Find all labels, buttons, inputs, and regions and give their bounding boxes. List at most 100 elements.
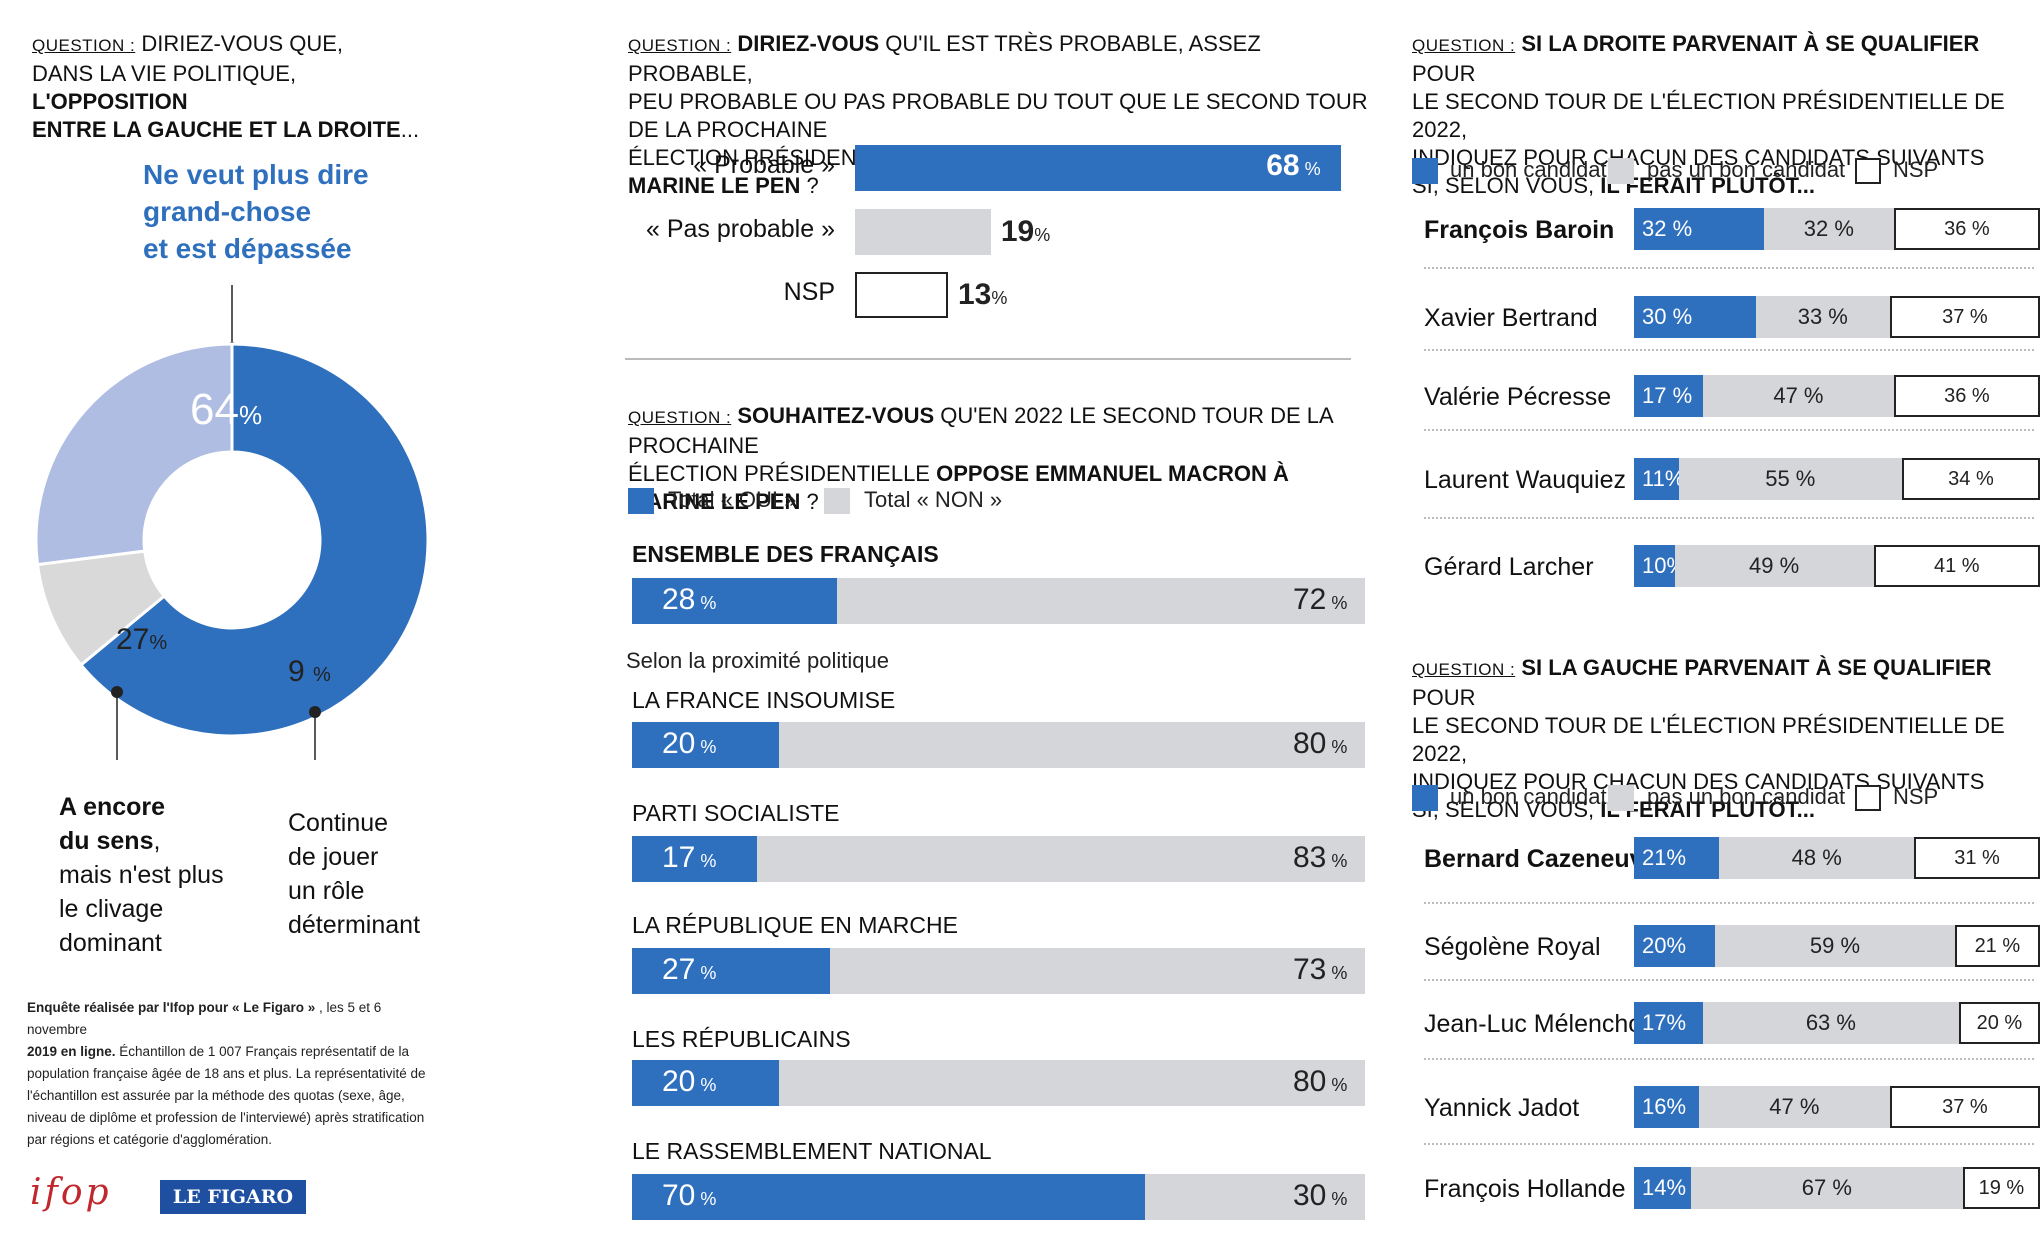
q5-part: INDIQUEZ POUR CHACUN DES CANDIDATS SUIVA…: [1412, 769, 1985, 794]
candidate-name: François Baroin: [1424, 216, 1615, 244]
donut-chart: [34, 285, 430, 760]
donut-slice: [34, 342, 234, 567]
bar-non: [778, 722, 1365, 768]
row-separator: [1424, 902, 2034, 904]
bar-category-label: LE RASSEMBLEMENT NATIONAL: [632, 1138, 992, 1164]
bar-value-label: 83 %: [1293, 841, 1347, 875]
figaro-logo: LE FIGARO: [160, 1180, 306, 1214]
bar-oui: [632, 948, 830, 994]
bar-unit: %: [1299, 159, 1321, 179]
bar-value-label: 70 %: [662, 1179, 716, 1213]
legend-bon-swatch: [1412, 158, 1438, 184]
q5-part: POUR: [1412, 685, 1476, 710]
legend-oui-swatch: [628, 488, 654, 514]
candidate-name: Laurent Wauquiez: [1424, 466, 1626, 494]
bar-value-label: 17 %: [1642, 383, 1693, 408]
blue-label-line: Ne veut plus dire: [143, 159, 369, 190]
bar-value: 13: [957, 278, 992, 311]
q5-question: QUESTION : SI LA GAUCHE PARVENAIT À SE Q…: [1412, 654, 2032, 824]
row-separator: [1424, 429, 2034, 431]
bar-unit: %: [1326, 1075, 1348, 1095]
footnote-line: niveau de diplôme et profession de l'int…: [27, 1110, 425, 1125]
bar-bon: [1634, 375, 1704, 417]
question-label: QUESTION :: [628, 36, 732, 55]
q4-part: SI, SELON VOUS,: [1412, 173, 1601, 198]
q2-part: QU'IL EST TRÈS PROBABLE, ASSEZ PROBABLE,: [628, 31, 1261, 86]
bar-value-label: 17%: [1642, 1010, 1687, 1035]
row-separator: [1424, 979, 2034, 981]
bar: [855, 209, 991, 255]
bar-value-label: 67 %: [1801, 1175, 1852, 1200]
bar-bon: [1634, 458, 1679, 500]
bar-pasbon: [1678, 458, 1902, 500]
legend-bon-label: un bon candidat: [1450, 784, 1607, 809]
bar-unit: %: [1326, 963, 1348, 983]
bar-nsp: [1914, 837, 2040, 879]
bar-bon: [1634, 208, 1764, 250]
q1-line3a: ENTRE LA GAUCHE ET LA DROITE: [32, 117, 401, 142]
candidate-name: Gérard Larcher: [1424, 553, 1594, 581]
bar-nsp: [1958, 1002, 2040, 1044]
q3-part: ?: [800, 489, 819, 514]
bar-unit: %: [991, 288, 1008, 308]
bar-category-label: « Pas probable »: [645, 215, 835, 243]
bar-value-label: 48 %: [1791, 845, 1842, 870]
bar-value-label: 73 %: [1293, 953, 1347, 987]
bar-pasbon: [1719, 837, 1915, 879]
bar-value: 70: [662, 1179, 696, 1212]
bar-nsp: [1889, 1086, 2040, 1128]
legend-non-swatch: [824, 488, 850, 514]
bar-category-label: NSP: [783, 278, 835, 306]
bar-category-label: « Probable »: [693, 151, 835, 179]
q5-part: SI LA GAUCHE PARVENAIT À SE QUALIFIER: [1521, 655, 1992, 680]
bar-unit: %: [695, 1189, 717, 1209]
slice-unit: %: [149, 632, 168, 654]
q2-part: DIRIEZ-VOUS: [737, 31, 880, 56]
ifop-logo: ifop: [30, 1172, 112, 1213]
bar-value-label: 68 %: [1266, 149, 1320, 183]
question-label: QUESTION :: [32, 36, 136, 55]
q3-question: QUESTION : SOUHAITEZ-VOUS QU'EN 2022 LE …: [628, 402, 1378, 516]
bar-pasbon: [1674, 545, 1874, 587]
q1-line1: DIRIEZ-VOUS QUE,: [141, 31, 344, 56]
a-encore-line: du sens: [59, 827, 154, 855]
bar-value: 72: [1293, 583, 1327, 616]
blue-label-line: et est dépassée: [143, 233, 352, 264]
bar-bon: [1634, 296, 1756, 338]
legend-nsp-swatch: [1855, 158, 1881, 184]
donut-label-9: 9 %: [288, 655, 331, 689]
bar-bon: [1634, 545, 1675, 587]
bar-bon: [1634, 1167, 1691, 1209]
bar-nsp: [1893, 208, 2040, 250]
q5-part: SI, SELON VOUS,: [1412, 797, 1601, 822]
continue-line: déterminant: [288, 911, 421, 939]
bar: [855, 145, 1342, 191]
a-encore-line: A encore: [59, 793, 166, 821]
legend-pasbon-swatch: [1608, 158, 1634, 184]
continue-line: Continue: [288, 809, 389, 837]
bar-value-label: 41 %: [1933, 555, 1980, 577]
bar-pasbon: [1703, 1002, 1959, 1044]
bar-value-label: 20 %: [1976, 1012, 2023, 1034]
subtitle-proximite: Selon la proximité politique: [626, 648, 889, 673]
bar-value: 68: [1266, 149, 1300, 182]
footnote-part: 2019 en ligne.: [27, 1044, 116, 1059]
bar-oui: [632, 578, 838, 624]
donut-label-27: 27%: [116, 623, 167, 657]
candidate-name: Jean-Luc Mélenchon: [1424, 1010, 1657, 1038]
q1-line2b: L'OPPOSITION: [32, 89, 188, 114]
bar-value-label: 27 %: [662, 953, 716, 987]
legend-bon-swatch: [1412, 785, 1438, 811]
q1-line3b: ...: [400, 117, 420, 142]
legend-nsp-swatch: [1855, 785, 1881, 811]
bar-bon: [1634, 837, 1720, 879]
slice-unit: %: [313, 664, 331, 686]
row-separator: [1424, 267, 2034, 269]
q5-part: LE SECOND TOUR DE L'ÉLECTION PRÉSIDENTIE…: [1412, 713, 2005, 766]
bar-oui: [632, 722, 779, 768]
leader-dot-lightblue: [111, 686, 123, 698]
q1-line2a: DANS LA VIE POLITIQUE,: [32, 61, 297, 86]
bar-value-label: 80 %: [1293, 1065, 1347, 1099]
candidate-name: François Hollande: [1424, 1175, 1626, 1203]
bar-unit: %: [695, 1075, 717, 1095]
